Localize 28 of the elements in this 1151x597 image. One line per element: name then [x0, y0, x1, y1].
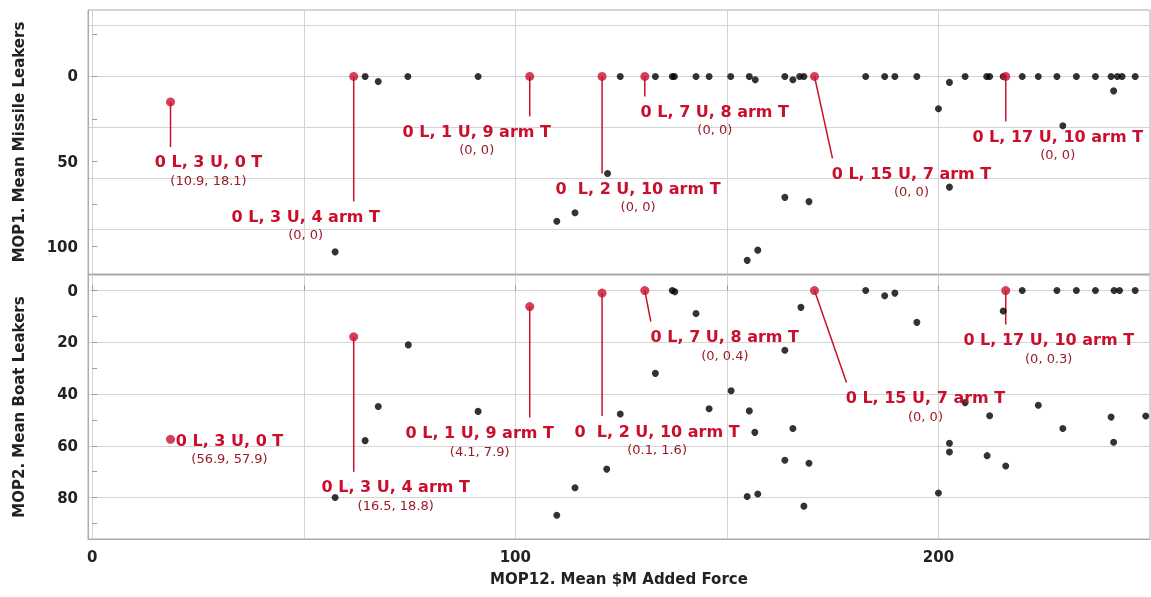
annotation: 0 L, 7 U, 8 arm T (0, 0.4) [650, 327, 800, 363]
annotation: 0 L, 17 U, 10 arm T (0, 0.3) [963, 330, 1135, 366]
y-axis-title: MOP1. Mean Missile Leakers [9, 21, 28, 263]
y-tick-label: 0 [67, 281, 78, 300]
annotation: 0 L, 2 U, 10 arm T (0, 0) [555, 178, 721, 215]
annotation: 0 L, 17 U, 10 arm T (0, 0) [972, 126, 1144, 163]
x-tick-label: 0 [87, 547, 98, 566]
y-tick-label: 100 [46, 237, 78, 256]
y-tick-label: 80 [57, 488, 78, 507]
y-tick-label: 0 [67, 67, 78, 86]
annotation: 0 L, 2 U, 10 arm T (0.1, 1.6) [574, 421, 740, 458]
annotation: 0 L, 1 U, 9 arm T (4.1, 7.9) [405, 423, 555, 459]
y-tick-label: 60 [57, 436, 78, 455]
annotation: 0 L, 15 U, 7 arm T (0, 0) [831, 163, 992, 200]
y-tick-label: 50 [57, 152, 78, 171]
annotation: 0 L, 3 U, 4 arm T (0, 0) [231, 206, 381, 243]
annotation: 0 L, 7 U, 8 arm T (0, 0) [640, 101, 790, 138]
annotation: 0 L, 15 U, 7 arm T (0, 0) [845, 388, 1006, 424]
x-tick-label: 100 [499, 547, 531, 566]
annotation: 0 L, 3 U, 0 T (56.9, 57.9) [175, 430, 284, 467]
x-tick-label: 200 [922, 547, 955, 566]
annotation: 0 L, 3 U, 4 arm T (16.5, 18.8) [321, 477, 471, 513]
y-tick-label: 20 [57, 333, 78, 352]
x-axis-title: MOP12. Mean $M Added Force [490, 569, 748, 588]
y-tick-label: 40 [57, 385, 78, 404]
annotation: 0 L, 1 U, 9 arm T (0, 0) [402, 121, 552, 158]
annotation: 0 L, 3 U, 0 T (10.9, 18.1) [154, 152, 263, 188]
y-axis-title: MOP2. Mean Boat Leakers [9, 296, 28, 518]
